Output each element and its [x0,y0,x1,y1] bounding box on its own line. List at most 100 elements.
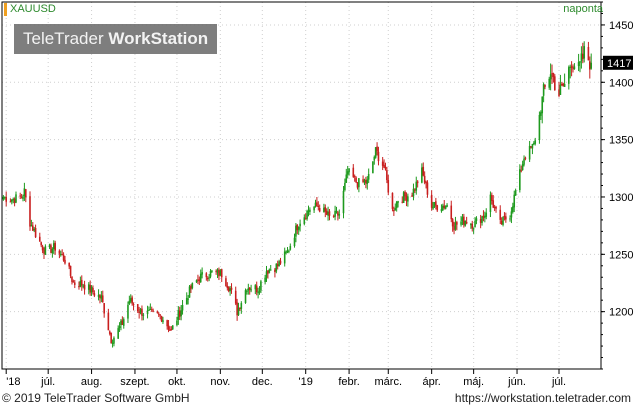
candle-body [248,287,251,290]
candle-body [561,83,563,85]
candle-body [485,212,488,217]
candle-body [551,73,553,75]
candle-body [197,279,199,281]
y-tick-label: 1450 [609,20,633,32]
candle-body [583,46,586,59]
candle-body [531,144,534,149]
candle-body [59,254,62,256]
x-tick-label: ápr. [422,376,440,388]
candle-body [206,278,209,280]
candle-body [523,158,525,165]
last-price-text: 1417 [607,58,631,70]
candle-body [335,211,338,213]
candle-body [188,286,191,298]
candle-body [367,173,370,180]
candle-body [295,225,297,237]
candle-body [72,281,75,283]
x-tick-label: aug. [81,376,102,388]
candle-body [453,226,455,231]
candle-body [250,289,252,291]
candle-body [552,73,555,78]
candle-body [464,220,467,226]
candle-body [12,198,14,201]
candle-body [482,215,485,218]
candle-body [136,304,139,312]
candle-body [148,309,150,311]
candle-body [509,218,511,220]
candle-body [9,201,12,203]
candle-body [549,74,552,80]
candle-body [520,170,523,172]
candle-body [394,208,397,211]
candle-body [430,195,433,208]
x-tick-label: nov. [210,376,230,388]
candle-body [255,285,258,293]
candle-body [198,279,201,282]
candle-body [348,168,350,173]
candle-body [521,164,524,170]
candle-body [540,112,542,116]
candle-body [276,264,279,267]
candle-body [246,290,248,292]
plot-border [1,1,602,370]
candle-body [274,269,276,273]
candle-body [177,310,180,320]
candle-body [78,286,80,288]
candle-body [373,156,376,161]
candle-body [533,143,535,145]
candle-body [411,195,413,197]
candle-body [178,310,181,317]
candle-body [108,331,111,334]
candle-body [107,312,110,331]
candle-body [167,325,170,330]
instrument-label: XAUUSD [4,3,56,16]
candle-body [514,190,517,196]
candle-body [80,279,83,286]
candle-body [366,179,369,184]
candle-body [387,179,390,193]
candle-body [23,188,26,196]
candle-body [215,270,217,272]
candle-body [443,205,446,208]
candle-body [185,297,188,305]
candle-body [363,180,366,182]
candle-body [187,298,189,300]
candle-body [589,61,591,70]
candle-body [491,195,493,201]
candle-body [425,181,427,184]
x-tick-label: júl. [40,376,55,388]
x-tick-label: febr. [338,376,359,388]
x-tick-label: szept. [120,376,149,388]
candle-body [201,272,203,275]
y-tick-label: 1350 [609,135,633,147]
candle-body [5,197,7,202]
candle-body [570,66,573,68]
candle-body [38,236,41,242]
candle-body [181,305,184,311]
candle-body [258,290,261,293]
candle-body [405,195,408,201]
candle-body [358,178,360,188]
candle-body [13,198,16,203]
candle-body [568,67,570,84]
candle-body [128,300,131,304]
candle-body [474,220,476,228]
candle-body [470,224,472,226]
candle-body [111,342,114,345]
candle-body [113,337,115,344]
candle-body [538,114,541,140]
candle-body [283,251,286,264]
candle-body [191,282,194,289]
period-label: naponta [563,3,603,15]
candle-body [327,211,329,216]
candle-body [451,219,454,227]
candle-body [563,84,566,87]
candle-body [481,216,483,223]
candle-body [216,269,219,273]
candle-body [132,304,135,306]
candle-body [103,303,105,314]
candle-body [471,223,474,229]
candle-body [118,326,121,328]
candle-body [456,222,458,225]
candle-body [89,285,91,293]
